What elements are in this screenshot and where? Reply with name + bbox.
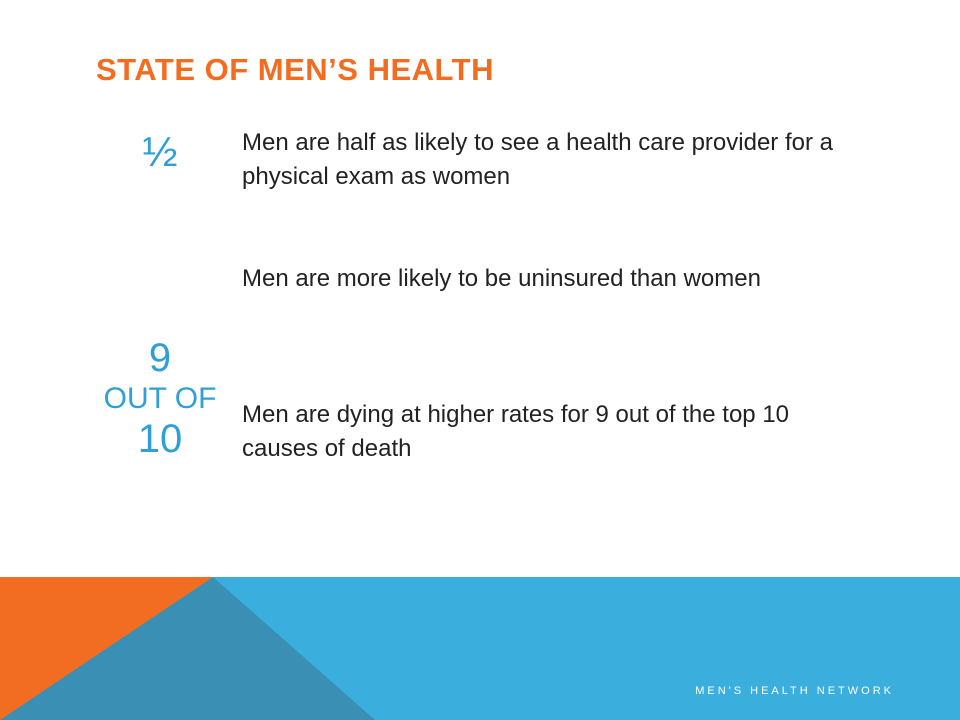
point-uninsured: Men are more likely to be uninsured than… (242, 265, 761, 292)
point-physical-exam: Men are half as likely to see a health c… (242, 129, 833, 190)
stat-out-of: OUT OF (103, 382, 217, 415)
stat-one-half: ½ (142, 128, 178, 175)
footer-decorative-band (0, 577, 960, 720)
footer-orange-triangle (0, 577, 213, 720)
footer-network-label: MEN'S HEALTH NETWORK (695, 685, 894, 697)
slide-title: STATE OF MEN’S HEALTH (96, 52, 494, 87)
stat-ten: 10 (137, 417, 183, 461)
point-causes-of-death: Men are dying at higher rates for 9 out … (242, 401, 790, 462)
stat-nine: 9 (148, 336, 172, 380)
